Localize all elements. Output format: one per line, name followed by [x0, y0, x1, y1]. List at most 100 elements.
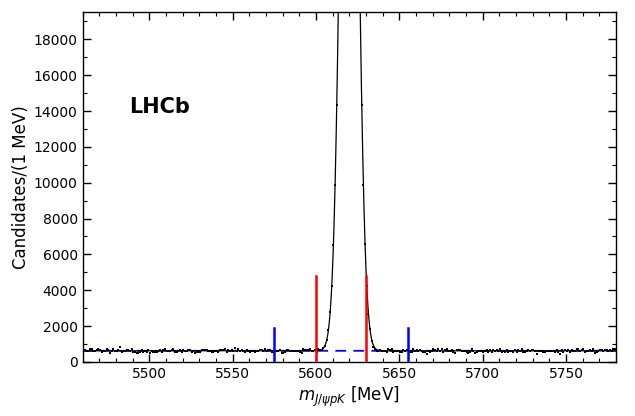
Point — [198, 347, 208, 353]
Point — [153, 347, 163, 354]
Point — [533, 347, 544, 354]
Point — [433, 346, 443, 353]
Point — [443, 348, 453, 354]
Point — [482, 347, 492, 353]
Point — [95, 347, 105, 353]
Point — [445, 348, 455, 354]
Point — [282, 347, 292, 354]
Point — [227, 347, 237, 353]
Point — [373, 348, 384, 354]
Point — [512, 349, 522, 355]
Point — [260, 346, 270, 352]
Text: LHCb: LHCb — [130, 97, 190, 117]
Point — [88, 347, 98, 354]
Point — [366, 337, 377, 344]
Point — [411, 346, 422, 353]
Point — [587, 347, 597, 354]
Point — [130, 348, 140, 355]
Point — [553, 349, 563, 355]
Point — [322, 337, 332, 344]
Point — [109, 346, 119, 352]
Point — [120, 347, 130, 354]
Point — [328, 242, 338, 248]
Point — [232, 348, 242, 354]
Point — [552, 347, 562, 353]
Point — [195, 349, 205, 356]
Point — [398, 347, 408, 353]
Point — [563, 347, 573, 354]
Point — [295, 349, 305, 355]
Point — [491, 347, 502, 354]
Point — [307, 348, 317, 354]
Point — [475, 347, 485, 354]
Point — [473, 347, 483, 354]
Point — [560, 347, 570, 354]
Point — [258, 348, 269, 355]
Point — [509, 349, 519, 356]
Point — [331, 102, 342, 109]
Point — [189, 347, 199, 354]
X-axis label: $m_{J/\psi pK}$ [MeV]: $m_{J/\psi pK}$ [MeV] — [298, 385, 400, 409]
Point — [305, 346, 315, 353]
Point — [145, 350, 155, 357]
Point — [185, 347, 195, 353]
Point — [246, 348, 257, 355]
Point — [415, 347, 425, 354]
Point — [420, 348, 430, 355]
Point — [315, 347, 325, 353]
Point — [309, 348, 319, 354]
Point — [542, 348, 552, 354]
Point — [291, 348, 302, 354]
Point — [600, 347, 610, 354]
Point — [535, 347, 545, 354]
Point — [355, 0, 365, 7]
Point — [83, 348, 93, 355]
Point — [163, 347, 173, 354]
Point — [585, 347, 595, 354]
Point — [540, 349, 550, 355]
Point — [277, 349, 287, 356]
Point — [197, 347, 207, 353]
Point — [513, 347, 523, 353]
Point — [211, 347, 222, 354]
Point — [330, 182, 340, 188]
Point — [442, 346, 452, 353]
Point — [429, 346, 439, 353]
Point — [165, 347, 175, 354]
Point — [215, 347, 225, 353]
Point — [278, 350, 288, 357]
Point — [565, 349, 575, 355]
Point — [162, 347, 172, 354]
Point — [222, 349, 232, 355]
Point — [531, 350, 542, 357]
Point — [144, 347, 154, 354]
Point — [160, 346, 170, 353]
Point — [422, 350, 432, 357]
Point — [453, 347, 464, 353]
Point — [180, 347, 190, 354]
Point — [131, 350, 142, 357]
Point — [245, 349, 255, 356]
Point — [149, 349, 159, 356]
Point — [555, 350, 565, 357]
Point — [597, 347, 607, 353]
Point — [424, 348, 434, 354]
Point — [392, 348, 402, 354]
Point — [310, 347, 320, 354]
Point — [168, 346, 178, 353]
Point — [368, 343, 378, 350]
Point — [202, 347, 212, 353]
Point — [262, 348, 272, 355]
Point — [82, 348, 92, 355]
Point — [270, 348, 280, 354]
Point — [217, 347, 227, 354]
Point — [528, 347, 538, 354]
Point — [435, 348, 445, 354]
Point — [568, 347, 578, 354]
Point — [293, 347, 304, 354]
Point — [230, 345, 240, 352]
Point — [488, 347, 498, 354]
Point — [575, 348, 585, 354]
Point — [357, 102, 367, 108]
Point — [610, 346, 620, 353]
